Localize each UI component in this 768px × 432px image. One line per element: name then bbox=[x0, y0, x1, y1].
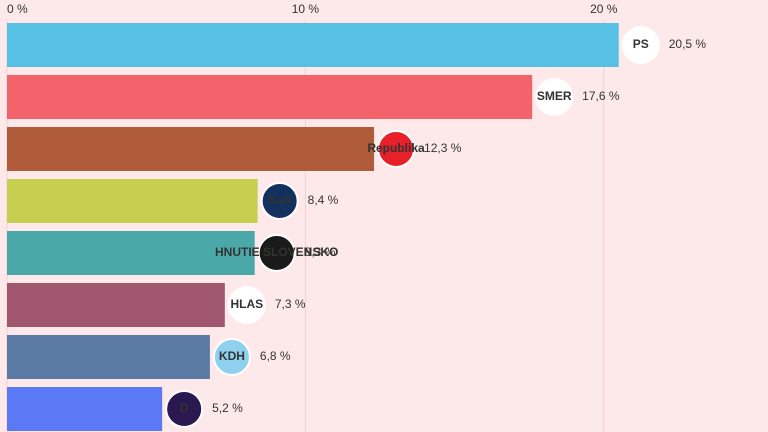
bar bbox=[7, 231, 255, 275]
value-label: 8,3 % bbox=[305, 245, 336, 259]
party-logo bbox=[260, 182, 299, 220]
logo-text: KDH bbox=[219, 349, 245, 363]
value-label: 7,3 % bbox=[275, 297, 306, 311]
bar bbox=[7, 179, 258, 223]
party-logo bbox=[212, 338, 251, 376]
value-label: 12,3 % bbox=[424, 141, 462, 155]
logo-text: PS bbox=[633, 37, 649, 51]
x-tick-label: 0 % bbox=[7, 2, 28, 16]
value-label: 5,2 % bbox=[212, 401, 243, 415]
bar bbox=[7, 283, 225, 327]
bar bbox=[7, 75, 533, 119]
bar bbox=[7, 387, 163, 431]
logo-text: D bbox=[180, 401, 189, 415]
logo-text: SMER bbox=[537, 89, 572, 103]
bar bbox=[7, 23, 619, 67]
logo-text: HNUTIE SLOVENSKO bbox=[215, 245, 338, 259]
logo-text: HLAS bbox=[230, 297, 263, 311]
x-tick-label: 20 % bbox=[590, 2, 618, 16]
logo-text: Republika bbox=[367, 141, 425, 155]
value-label: 6,8 % bbox=[260, 349, 291, 363]
party-logo bbox=[377, 130, 416, 168]
value-label: 17,6 % bbox=[582, 89, 620, 103]
value-label: 8,4 % bbox=[308, 193, 339, 207]
bar bbox=[7, 127, 375, 171]
party-logo bbox=[257, 234, 296, 272]
party-logo bbox=[165, 390, 204, 428]
logo-text: SaS bbox=[268, 193, 291, 207]
value-label: 20,5 % bbox=[669, 37, 707, 51]
bar bbox=[7, 335, 210, 379]
party-logo bbox=[621, 26, 660, 64]
party-logo bbox=[227, 286, 266, 324]
party-logo bbox=[535, 78, 574, 116]
x-tick-label: 10 % bbox=[292, 2, 320, 16]
